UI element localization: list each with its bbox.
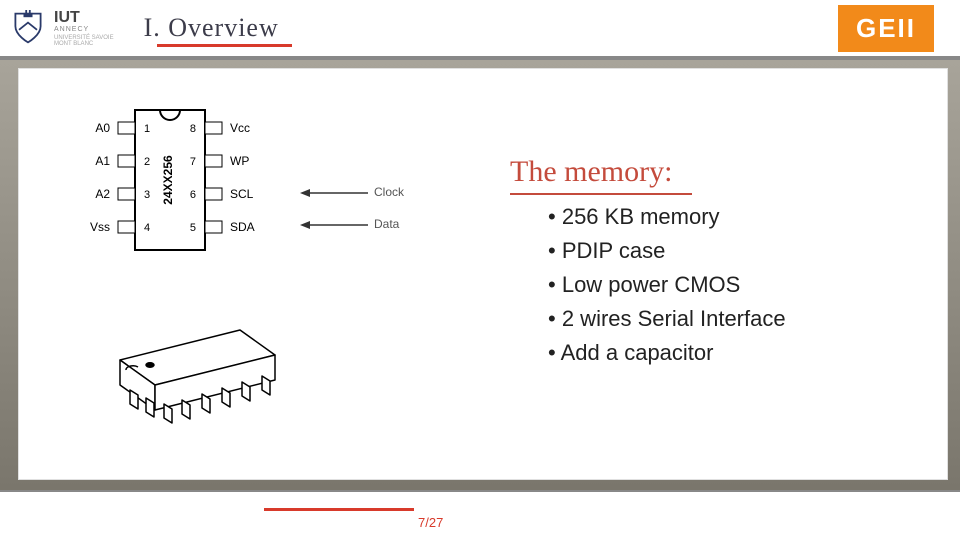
footer (0, 492, 960, 540)
logo-title: IUT (54, 10, 114, 26)
clock-arrow (300, 186, 370, 203)
pin-wp: WP 7 (190, 154, 249, 168)
pin-vcc: Vcc 8 (190, 121, 250, 135)
memory-item-2: Low power CMOS (548, 268, 786, 302)
svg-text:6: 6 (190, 189, 196, 201)
svg-text:WP: WP (230, 154, 249, 168)
pinout-diagram: 24XX256 A0 1 A1 2 A2 3 Vss 4 Vcc 8 WP 7 SCL 6 SDA 5 (40, 100, 300, 265)
data-label: Data (374, 217, 399, 231)
svg-text:5: 5 (190, 222, 196, 234)
svg-text:A0: A0 (95, 121, 110, 135)
svg-text:SCL: SCL (230, 187, 254, 201)
svg-text:Vss: Vss (90, 220, 110, 234)
memory-bullet-list: 256 KB memoryPDIP caseLow power CMOS2 wi… (548, 200, 786, 370)
footer-accent-line (264, 508, 414, 511)
memory-item-4: Add a capacitor (548, 336, 786, 370)
svg-text:Vcc: Vcc (230, 121, 250, 135)
svg-text:2: 2 (144, 156, 150, 168)
pin-sda: SDA 5 (190, 220, 255, 234)
svg-text:3: 3 (144, 189, 150, 201)
svg-text:8: 8 (190, 123, 196, 135)
memory-heading: The memory: (510, 155, 672, 189)
clock-label: Clock (374, 185, 404, 199)
institution-logo: IUT ANNECY UNIVERSITÉ SAVOIE MONT BLANC (10, 10, 114, 47)
pin-a0: A0 1 (95, 121, 150, 135)
page-title: I. Overview (144, 13, 279, 43)
svg-text:A1: A1 (95, 154, 110, 168)
svg-text:1: 1 (144, 123, 150, 135)
logo-sub3: MONT BLANC (54, 41, 114, 47)
svg-text:4: 4 (144, 222, 150, 234)
memory-heading-underline (510, 193, 692, 195)
svg-text:7: 7 (190, 156, 196, 168)
pin-a1: A1 2 (95, 154, 150, 168)
pin-a2: A2 3 (95, 187, 150, 201)
data-arrow (300, 218, 370, 235)
geii-badge: GEII (838, 5, 934, 52)
memory-item-0: 256 KB memory (548, 200, 786, 234)
page-number: 7/27 (418, 515, 443, 530)
header: IUT ANNECY UNIVERSITÉ SAVOIE MONT BLANC … (0, 0, 960, 56)
chip-3d-illustration (90, 320, 290, 455)
crest-icon (10, 10, 46, 46)
chip-label: 24XX256 (161, 155, 175, 205)
memory-item-1: PDIP case (548, 234, 786, 268)
pin-scl: SCL 6 (190, 187, 254, 201)
memory-item-3: 2 wires Serial Interface (548, 302, 786, 336)
svg-text:A2: A2 (95, 187, 110, 201)
svg-text:SDA: SDA (230, 220, 255, 234)
logo-sub: ANNECY (54, 26, 114, 33)
pin-vss: Vss 4 (90, 220, 150, 234)
title-underline (157, 44, 292, 47)
